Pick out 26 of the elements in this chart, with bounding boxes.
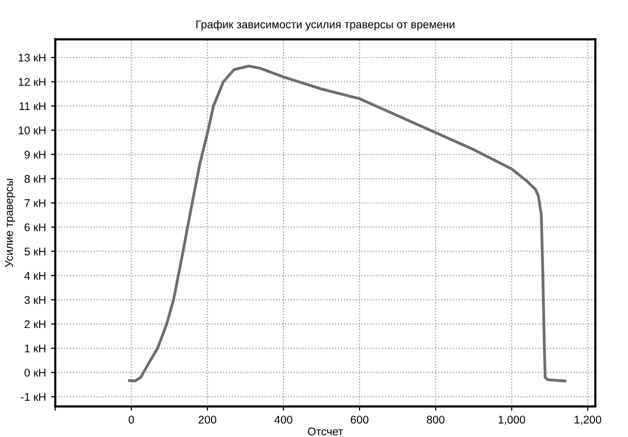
x-tick-label: 800 xyxy=(426,416,444,424)
y-tick-label: 2 кН xyxy=(24,320,46,328)
y-axis-title: Усилие траверсы xyxy=(5,179,16,268)
y-tick-label: 0 кН xyxy=(24,368,46,377)
y-tick-label: -1 кН xyxy=(20,393,46,401)
y-tick-label: 7 кН xyxy=(24,199,46,207)
x-tick-label: 1,200 xyxy=(574,416,602,425)
y-tick-label: 4 кН xyxy=(24,272,46,280)
y-tick-label: 11 кН xyxy=(20,102,46,110)
y-tick-label: 6 кН xyxy=(24,223,46,232)
y-tick-label: 13 кН xyxy=(18,54,46,62)
x-tick-label: 1,000 xyxy=(498,416,526,425)
x-tick-label: 600 xyxy=(350,416,368,424)
x-tick-label: 0 xyxy=(128,416,134,424)
x-axis-title: Отсчет xyxy=(308,427,343,436)
y-tick-label: 12 кН xyxy=(18,78,46,86)
y-tick-label: 10 кН xyxy=(18,126,46,134)
chart-title: График зависимости усилия траверсы от времени xyxy=(196,20,454,31)
line-series xyxy=(128,64,566,382)
y-tick-label: 3 кН xyxy=(24,296,46,304)
y-tick-label: 9 кН xyxy=(24,150,46,159)
x-tick-label: 200 xyxy=(198,416,216,424)
y-tick-label: 1 кН xyxy=(24,344,46,352)
y-tick-label: 5 кН xyxy=(24,248,46,256)
x-tick-label: 400 xyxy=(274,416,292,424)
y-tick-label: 8 кН xyxy=(24,174,46,183)
